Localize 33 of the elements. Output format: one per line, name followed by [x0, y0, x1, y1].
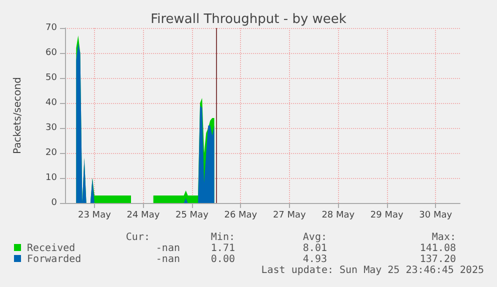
y-tick-label: 60: [46, 48, 58, 58]
text: -nan: [156, 243, 180, 254]
y-tick-label: 0: [51, 198, 58, 208]
text: Cur:: [126, 232, 150, 243]
y-tick-label: 20: [46, 148, 58, 158]
x-tick-label: 24 May: [126, 210, 160, 220]
text: 4.93: [302, 254, 327, 265]
x-tick-label: 30 May: [419, 210, 453, 220]
y-tick-label: 70: [46, 23, 58, 33]
x-tick-label: 28 May: [322, 210, 356, 220]
text: 141.08: [420, 243, 456, 254]
chart-title: Firewall Throughput - by week: [150, 12, 347, 27]
x-tick-label: 25 May: [175, 210, 210, 220]
x-tick-label: 23 May: [78, 210, 112, 220]
text: Last update: Sun May 25 23:46:45 2025: [261, 265, 484, 276]
y-tick-label: 10: [46, 173, 58, 183]
x-tick-label: 26 May: [224, 210, 258, 220]
text: 0.00: [210, 254, 235, 265]
text: 137.20: [420, 254, 456, 265]
text: 8.01: [302, 243, 327, 254]
legend-label: Received: [26, 243, 76, 254]
x-tick-label: 29 May: [370, 210, 404, 220]
text: 1.71: [210, 243, 235, 254]
y-tick-label: 30: [46, 123, 58, 133]
y-tick-label: 40: [46, 98, 58, 108]
legend-label: Forwarded: [26, 254, 82, 265]
text: -nan: [156, 254, 180, 265]
text: Min:: [210, 232, 235, 243]
text: Avg:: [302, 232, 327, 243]
y-axis-title: Packets/second: [12, 77, 24, 154]
x-tick-label: 27 May: [272, 210, 307, 220]
text: Max:: [432, 232, 456, 243]
y-tick-label: 50: [46, 73, 58, 83]
